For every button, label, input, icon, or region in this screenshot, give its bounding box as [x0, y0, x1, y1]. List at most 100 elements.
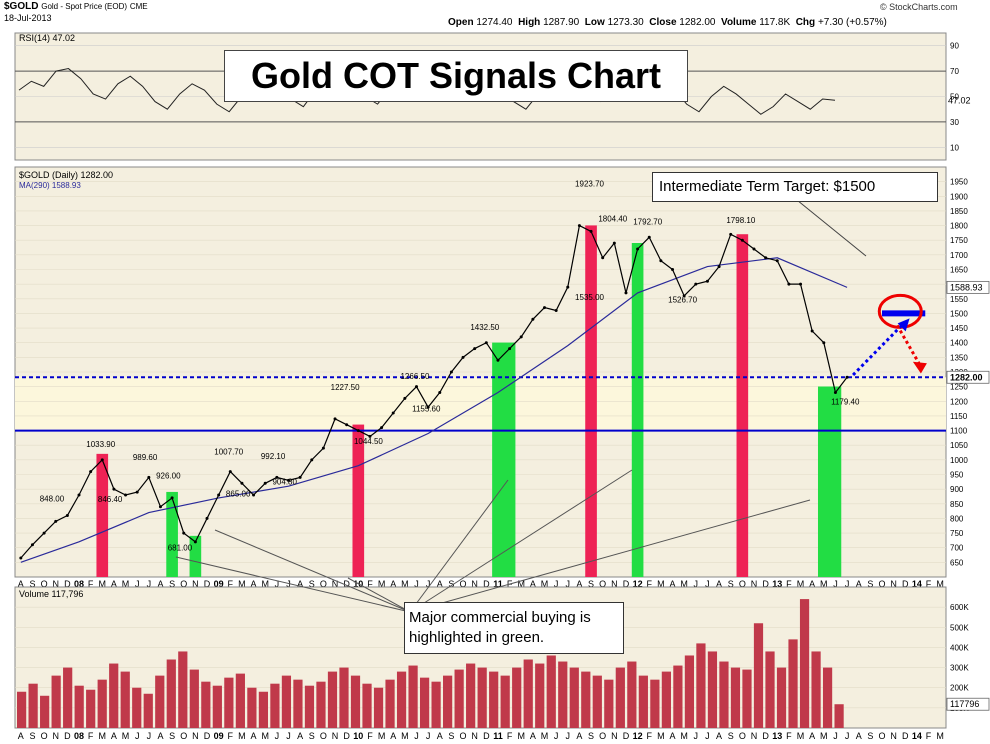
price-month-label: O: [739, 579, 746, 589]
price-point: [275, 475, 279, 479]
volume-bar: [834, 704, 844, 728]
volume-bar: [97, 679, 107, 728]
volume-month-label: O: [739, 731, 746, 741]
price-point: [566, 285, 570, 289]
volume-bar: [385, 679, 395, 728]
volume-bar: [339, 667, 349, 728]
price-point: [147, 475, 151, 479]
price-month-label: F: [88, 579, 94, 589]
price-data-label: 1535.00: [575, 293, 604, 302]
red-signal-bar: [96, 453, 109, 577]
price-point: [182, 531, 186, 535]
price-month-label: M: [936, 579, 944, 589]
volume-month-label: M: [797, 731, 805, 741]
price-data-label: 1526.70: [668, 296, 697, 305]
volume-month-label: D: [483, 731, 490, 741]
price-data-label: 865.00: [226, 489, 251, 498]
volume-bar: [696, 643, 706, 728]
price-month-label: S: [309, 579, 315, 589]
rsi-tick-label: 90: [950, 42, 959, 51]
rsi-tick-label: 30: [950, 118, 959, 127]
volume-bar: [74, 685, 84, 728]
price-month-label: D: [623, 579, 630, 589]
close-value: 1282.00: [679, 17, 716, 28]
chart-title: Gold COT Signals Chart: [250, 55, 662, 96]
volume-bar: [569, 667, 579, 728]
volume-month-label: O: [41, 731, 48, 741]
instrument-name: Gold - Spot Price (EOD): [41, 2, 128, 11]
volume-month-label: J: [426, 731, 431, 741]
price-month-label: N: [611, 579, 618, 589]
price-point: [135, 490, 139, 494]
volume-month-label: 12: [633, 731, 643, 741]
price-month-label: A: [716, 579, 722, 589]
price-data-label: 1227.50: [331, 383, 360, 392]
stockcharts-brand[interactable]: © StockCharts.com: [880, 2, 958, 12]
price-tick-label: 1500: [950, 309, 968, 318]
volume-month-label: M: [680, 731, 688, 741]
price-point: [263, 481, 267, 485]
volume-bar: [776, 667, 787, 728]
volume-month-label: D: [762, 731, 769, 741]
target-callout-pointer: [791, 195, 867, 257]
rsi-tick-label: 50: [950, 93, 959, 102]
price-point: [845, 375, 849, 379]
price-point: [589, 229, 593, 233]
volume-bar: [86, 689, 96, 728]
volume-bar: [224, 677, 234, 728]
price-point: [519, 335, 523, 339]
price-point: [682, 294, 686, 298]
header-date: 18-Jul-2013: [4, 13, 52, 23]
price-point: [112, 487, 116, 491]
price-month-label: N: [890, 579, 897, 589]
volume-month-label: D: [623, 731, 630, 741]
volume-month-label: O: [599, 731, 606, 741]
price-tick-label: 1050: [950, 441, 968, 450]
volume-month-label: M: [657, 731, 665, 741]
price-tick-label: 1850: [950, 207, 968, 216]
volume-tick-label: 300K: [950, 664, 969, 673]
volume-month-label: A: [18, 731, 24, 741]
volume-bar: [661, 671, 671, 728]
price-point: [577, 224, 581, 228]
volume-bar: [500, 675, 510, 728]
price-month-label: 11: [493, 579, 503, 589]
volume-month-label: J: [566, 731, 571, 741]
volume-bar: [281, 675, 292, 728]
rsi-tick-label: 10: [950, 143, 959, 152]
close-label: Close: [649, 17, 677, 28]
high-value: 1287.90: [543, 17, 580, 28]
rsi-tick-label: 70: [950, 67, 959, 76]
volume-month-label: N: [52, 731, 59, 741]
volume-bar: [443, 675, 453, 728]
price-month-label: D: [762, 579, 769, 589]
price-point: [217, 493, 221, 497]
price-tick-label: 950: [950, 471, 964, 480]
price-point: [810, 329, 814, 333]
price-month-label: D: [343, 579, 350, 589]
price-month-label: A: [157, 579, 163, 589]
right-price-label: 1282.00: [950, 372, 983, 382]
volume-month-label: F: [507, 731, 513, 741]
price-month-label: J: [286, 579, 291, 589]
price-data-label: 992.10: [261, 452, 286, 461]
price-data-label: 1792.70: [633, 218, 662, 227]
volume-month-label: N: [332, 731, 339, 741]
volume-month-label: O: [460, 731, 467, 741]
green-signal-bar: [631, 243, 644, 577]
price-point: [764, 256, 768, 260]
price-point: [694, 282, 698, 286]
price-point: [484, 341, 488, 345]
price-tick-label: 1100: [950, 427, 968, 436]
price-point: [554, 309, 558, 312]
volume-value: 117.8K: [759, 17, 791, 28]
volume-month-label: M: [517, 731, 525, 741]
volume-bar: [362, 683, 372, 728]
price-month-label: S: [728, 579, 734, 589]
price-month-label: J: [833, 579, 838, 589]
volume-bar: [109, 663, 119, 728]
price-tick-label: 1250: [950, 383, 968, 392]
price-month-label: S: [169, 579, 175, 589]
price-point: [659, 259, 663, 263]
price-month-label: M: [401, 579, 409, 589]
